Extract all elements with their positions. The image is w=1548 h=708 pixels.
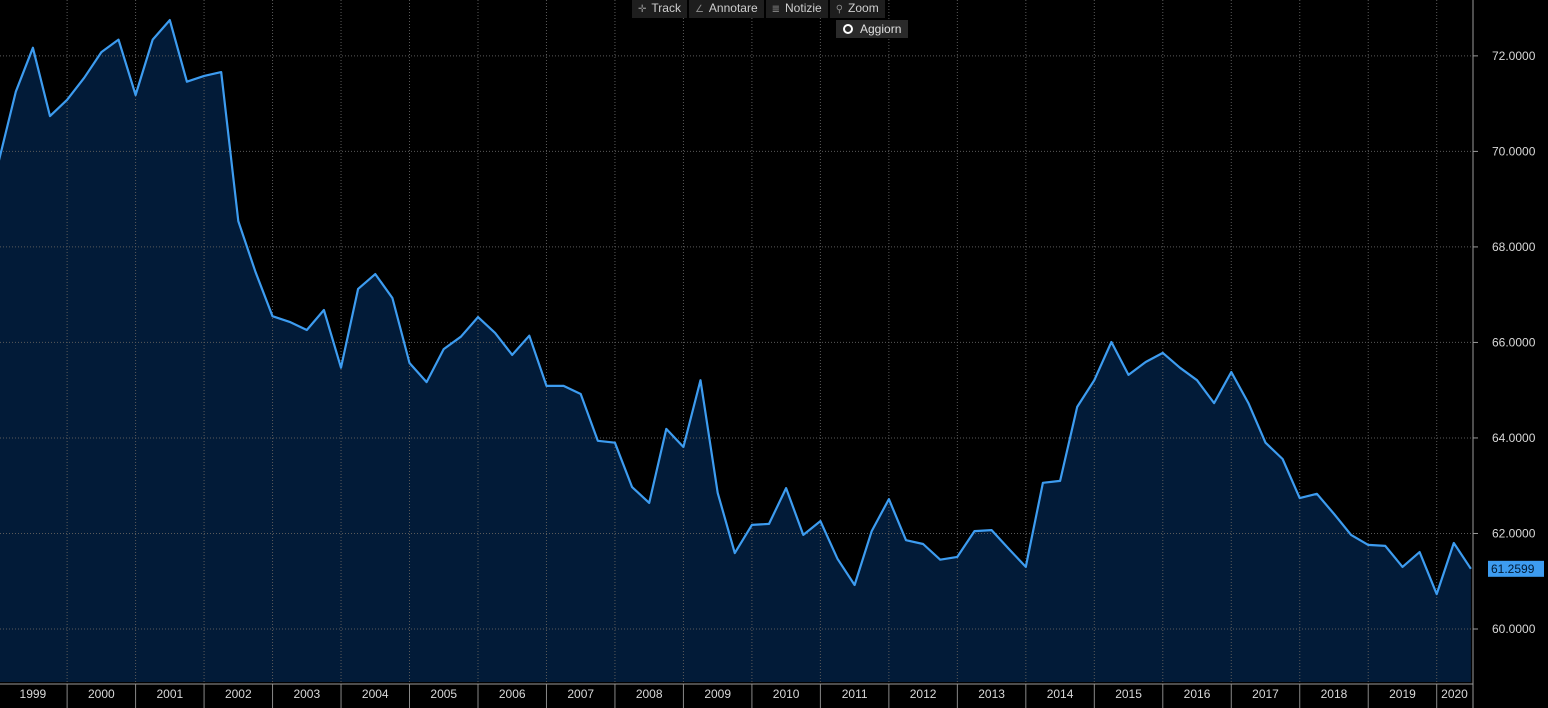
- x-tick-label: 2010: [773, 687, 800, 701]
- x-tick-label: 2019: [1389, 687, 1416, 701]
- toolbar-button[interactable]: ⚲ Zoom: [829, 0, 885, 18]
- button-label[interactable]: Zoom: [848, 1, 879, 15]
- x-tick-label: 2004: [362, 687, 389, 701]
- toolbar-button[interactable]: ∠ Annotare: [688, 0, 764, 18]
- last-value-label: 61.2599: [1491, 562, 1535, 576]
- y-tick-label: 66.0000: [1492, 336, 1536, 350]
- series-line: [0, 19, 1472, 596]
- toolbar-button[interactable]: ✛ Track: [632, 0, 687, 18]
- y-tick-label: 60.0000: [1492, 622, 1536, 636]
- x-tick-label: 2002: [225, 687, 252, 701]
- x-tick-label: 2011: [842, 687, 868, 701]
- x-tick-label: 1999: [20, 687, 47, 701]
- x-tick-label: 2013: [978, 687, 1005, 701]
- button-label[interactable]: Track: [651, 1, 681, 15]
- x-tick-label: 2009: [704, 687, 731, 701]
- x-tick-label: 2012: [910, 687, 937, 701]
- x-tick-label: 2015: [1115, 687, 1142, 701]
- button-label[interactable]: Notizie: [785, 1, 822, 15]
- y-tick-label: 70.0000: [1492, 145, 1536, 159]
- x-tick-label: 2020: [1441, 687, 1468, 701]
- x-tick-label: 2001: [156, 687, 183, 701]
- y-tick-label: 72.0000: [1492, 49, 1536, 63]
- x-tick-label: 2014: [1047, 687, 1074, 701]
- last-value-tag: [1488, 560, 1544, 577]
- x-tick-label: 2003: [293, 687, 320, 701]
- button-label[interactable]: Aggiorn: [860, 22, 902, 36]
- toolbar: ✛ Track ∠ Annotare ≣ Notizie ⚲ Zoom: [632, 0, 885, 18]
- area-fill: [0, 20, 1471, 682]
- x-tick-label: 2006: [499, 687, 526, 701]
- x-tick-label: 2018: [1321, 687, 1348, 701]
- x-tick-label: 2007: [567, 687, 594, 701]
- refresh-button[interactable]: Aggiorn: [836, 20, 909, 38]
- toolbar-button[interactable]: ≣ Notizie: [765, 0, 828, 18]
- x-tick-label: 2000: [88, 687, 115, 701]
- x-tick-label: 2016: [1184, 687, 1211, 701]
- y-tick-label: 68.0000: [1492, 240, 1536, 254]
- x-tick-label: 2017: [1252, 687, 1279, 701]
- y-tick-label: 62.0000: [1492, 527, 1536, 541]
- x-tick-label: 2008: [636, 687, 663, 701]
- y-tick-label: 64.0000: [1492, 431, 1536, 445]
- x-tick-label: 2005: [430, 687, 457, 701]
- button-label[interactable]: Annotare: [708, 1, 758, 15]
